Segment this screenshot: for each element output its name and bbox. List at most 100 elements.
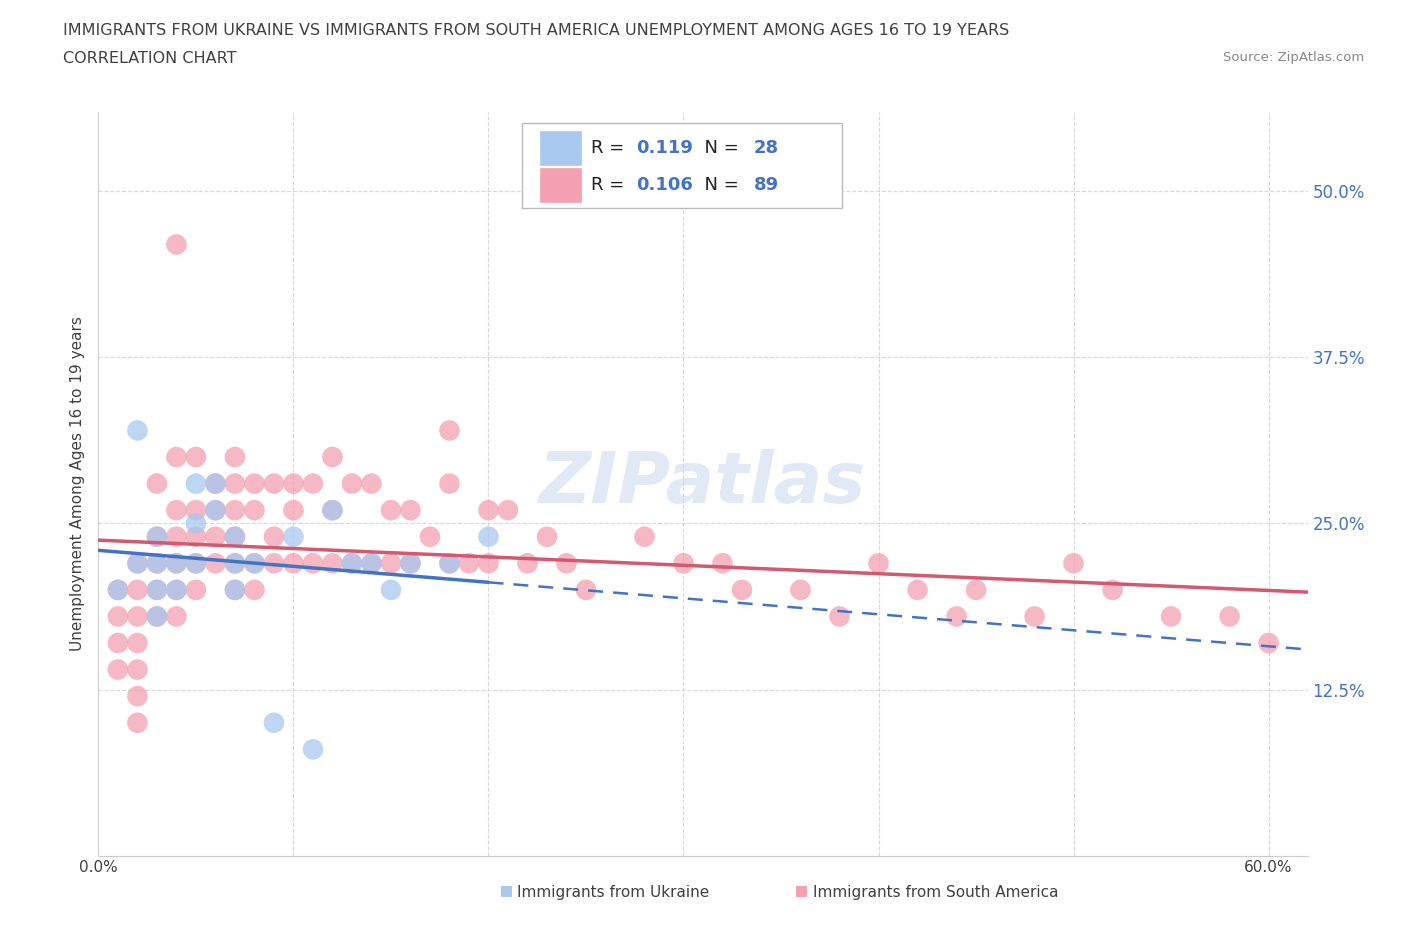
Point — [127, 662, 149, 677]
Point — [146, 529, 169, 544]
Text: R =: R = — [591, 140, 630, 157]
Point — [146, 582, 169, 597]
Point — [146, 609, 169, 624]
Point — [711, 556, 734, 571]
Point — [146, 609, 169, 624]
Point — [224, 556, 246, 571]
Point — [633, 529, 655, 544]
Point — [243, 476, 266, 491]
Point — [575, 582, 598, 597]
Point — [283, 556, 305, 571]
Point — [868, 556, 890, 571]
Text: Immigrants from South America: Immigrants from South America — [813, 885, 1059, 900]
Point — [283, 529, 305, 544]
Point — [107, 609, 129, 624]
Point — [672, 556, 695, 571]
Text: 0.119: 0.119 — [637, 140, 693, 157]
Point — [224, 449, 246, 464]
Point — [380, 556, 402, 571]
Point — [107, 582, 129, 597]
Text: 89: 89 — [754, 176, 779, 194]
Point — [360, 556, 382, 571]
Point — [1160, 609, 1182, 624]
Point — [165, 529, 187, 544]
Point — [516, 556, 538, 571]
Point — [263, 529, 285, 544]
Point — [184, 449, 207, 464]
Point — [321, 503, 343, 518]
Point — [127, 609, 149, 624]
Point — [224, 529, 246, 544]
Point — [965, 582, 987, 597]
Point — [243, 582, 266, 597]
Point — [263, 715, 285, 730]
Point — [165, 582, 187, 597]
Point — [731, 582, 754, 597]
Point — [184, 582, 207, 597]
Point — [340, 556, 363, 571]
Point — [146, 556, 169, 571]
Point — [439, 476, 461, 491]
Text: 0.106: 0.106 — [637, 176, 693, 194]
Point — [283, 476, 305, 491]
FancyBboxPatch shape — [540, 168, 581, 202]
Point — [127, 635, 149, 650]
Point — [184, 503, 207, 518]
Point — [204, 476, 226, 491]
Point — [127, 556, 149, 571]
Text: N =: N = — [693, 140, 745, 157]
Text: IMMIGRANTS FROM UKRAINE VS IMMIGRANTS FROM SOUTH AMERICA UNEMPLOYMENT AMONG AGES: IMMIGRANTS FROM UKRAINE VS IMMIGRANTS FR… — [63, 23, 1010, 38]
Point — [302, 476, 325, 491]
Point — [477, 529, 499, 544]
Point — [165, 449, 187, 464]
Point — [458, 556, 481, 571]
Point — [224, 529, 246, 544]
Y-axis label: Unemployment Among Ages 16 to 19 years: Unemployment Among Ages 16 to 19 years — [69, 316, 84, 651]
Point — [496, 503, 519, 518]
Point — [107, 635, 129, 650]
Text: Immigrants from Ukraine: Immigrants from Ukraine — [517, 885, 710, 900]
Point — [1219, 609, 1241, 624]
Point — [224, 556, 246, 571]
Point — [165, 237, 187, 252]
Point — [204, 503, 226, 518]
Point — [1101, 582, 1123, 597]
Point — [439, 423, 461, 438]
Point — [127, 689, 149, 704]
Point — [399, 556, 422, 571]
Point — [165, 556, 187, 571]
Text: ZIPatlas: ZIPatlas — [540, 449, 866, 518]
Point — [828, 609, 851, 624]
Point — [263, 476, 285, 491]
Point — [283, 503, 305, 518]
Point — [340, 476, 363, 491]
Text: N =: N = — [693, 176, 745, 194]
Point — [1024, 609, 1046, 624]
Point — [340, 556, 363, 571]
Point — [127, 715, 149, 730]
Point — [165, 503, 187, 518]
Point — [477, 503, 499, 518]
Point — [224, 476, 246, 491]
Point — [127, 423, 149, 438]
Point — [107, 582, 129, 597]
Point — [360, 556, 382, 571]
Text: CORRELATION CHART: CORRELATION CHART — [63, 51, 236, 66]
Point — [399, 556, 422, 571]
Text: ▪: ▪ — [794, 880, 810, 900]
Point — [380, 582, 402, 597]
Point — [204, 476, 226, 491]
Text: Source: ZipAtlas.com: Source: ZipAtlas.com — [1223, 51, 1364, 64]
Point — [536, 529, 558, 544]
Point — [243, 556, 266, 571]
Point — [477, 556, 499, 571]
Point — [243, 503, 266, 518]
Point — [263, 556, 285, 571]
Point — [302, 742, 325, 757]
Point — [165, 609, 187, 624]
Point — [146, 529, 169, 544]
Point — [204, 556, 226, 571]
Point — [184, 556, 207, 571]
Point — [224, 582, 246, 597]
Point — [1257, 635, 1279, 650]
